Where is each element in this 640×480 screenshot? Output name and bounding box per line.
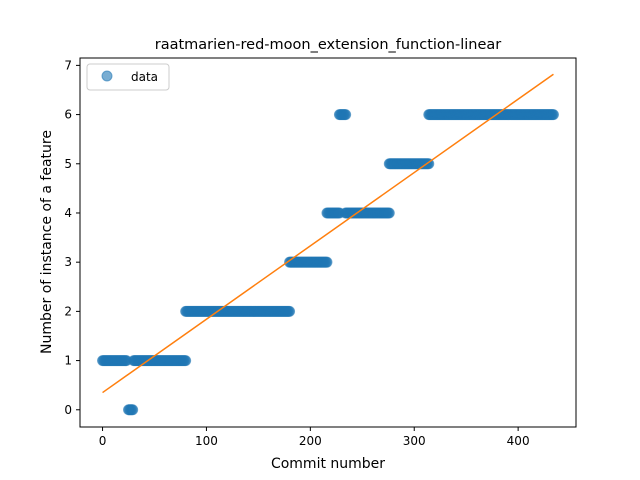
x-tick-label: 400	[507, 434, 530, 448]
axes-frame	[79, 57, 577, 428]
data-point	[180, 355, 192, 367]
data-points	[97, 109, 559, 416]
y-tick-label: 0	[64, 403, 72, 417]
y-tick-label: 2	[64, 304, 72, 318]
chart-title: raatmarien-red-moon_extension_function-l…	[155, 37, 502, 53]
data-point	[340, 109, 352, 121]
data-point	[383, 207, 395, 219]
y-axis-ticks: 0 1 2 3 4 5 6 7	[64, 58, 80, 417]
legend-marker	[101, 70, 113, 82]
y-tick-label: 1	[64, 354, 72, 368]
x-tick-label: 0	[99, 434, 107, 448]
x-tick-label: 300	[403, 434, 426, 448]
x-axis-ticks: 0 100 200 300 400	[99, 427, 530, 448]
y-tick-label: 4	[64, 206, 72, 220]
x-tick-label: 200	[299, 434, 322, 448]
y-tick-label: 7	[64, 58, 72, 72]
fit-line	[102, 73, 554, 394]
y-axis-label: Number of instance of a feature	[39, 130, 55, 354]
data-point	[284, 305, 296, 317]
data-point	[321, 256, 333, 268]
y-tick-label: 5	[64, 157, 72, 171]
legend-label: data	[131, 70, 158, 84]
data-point	[127, 404, 139, 416]
data-point	[547, 109, 559, 121]
plot-area	[79, 57, 577, 428]
x-axis-label: Commit number	[271, 456, 385, 472]
legend-box	[86, 63, 170, 91]
y-tick-label: 6	[64, 108, 72, 122]
y-tick-label: 3	[64, 255, 72, 269]
legend: data	[86, 63, 170, 91]
x-tick-label: 100	[195, 434, 218, 448]
